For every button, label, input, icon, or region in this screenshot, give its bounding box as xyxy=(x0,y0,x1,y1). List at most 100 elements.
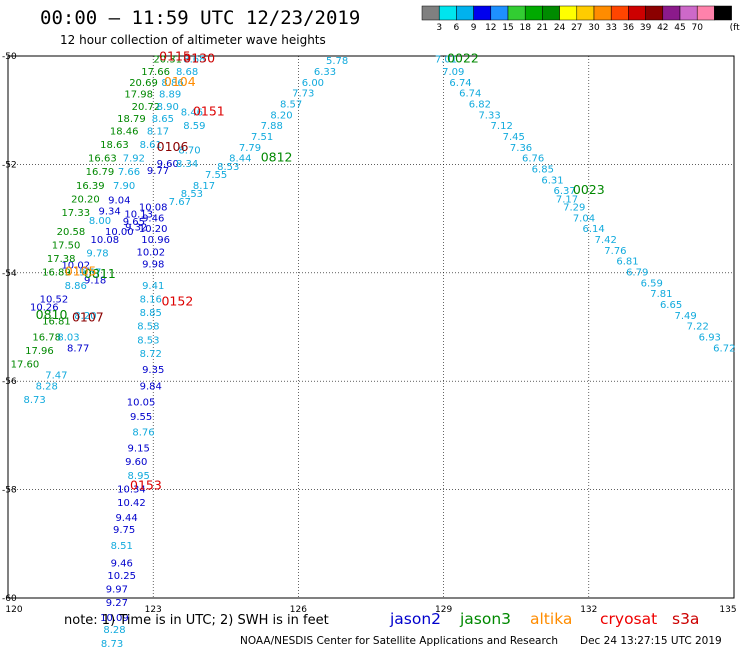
x-tick-label: 126 xyxy=(290,605,307,615)
y-axis-ticks: -50 -52 -54 -56 -58 -60 xyxy=(2,52,17,604)
wave-height-value: 20.72 xyxy=(132,102,161,113)
pass-time-label: 0107 xyxy=(72,310,104,325)
colorbar-swatch xyxy=(576,5,595,21)
wave-height-value: 6.79 xyxy=(626,268,648,279)
colorbar-label: 15 xyxy=(502,23,513,33)
wave-height-value: 6.93 xyxy=(699,333,721,344)
wave-height-value: 6.72 xyxy=(713,343,735,354)
pass-time-label: 0023 xyxy=(573,182,605,197)
wave-height-value: 6.14 xyxy=(583,224,605,235)
colorbar-label: 9 xyxy=(471,23,477,33)
wave-height-value: 16.81 xyxy=(42,316,71,327)
colorbar-swatch xyxy=(559,5,578,21)
wave-height-value: 17.38 xyxy=(47,254,76,265)
wave-height-value: 16.39 xyxy=(76,181,105,192)
wave-height-value: 7.22 xyxy=(687,322,709,333)
wave-height-value: 7.42 xyxy=(595,235,617,246)
wave-height-value: 7.76 xyxy=(604,246,626,257)
colorbar-swatch xyxy=(473,5,492,21)
wave-height-value: 8.85 xyxy=(140,308,162,319)
wave-height-value: 7.73 xyxy=(292,89,314,100)
wave-height-value: 10.26 xyxy=(30,303,59,314)
wave-height-value: 8.00 xyxy=(89,216,111,227)
plot-frame xyxy=(7,55,735,599)
wave-height-value: 16.79 xyxy=(86,167,115,178)
legend-entry-s3a: s3a xyxy=(672,610,699,628)
wave-height-value: 8.72 xyxy=(140,349,162,360)
wave-height-value: 9.65 xyxy=(123,217,145,228)
y-tick-label: -52 xyxy=(2,160,17,170)
colorbar-label: 3 xyxy=(436,23,442,33)
pass-time-label: 0130 xyxy=(183,51,215,66)
x-tick-label: 129 xyxy=(435,605,452,615)
wave-height-value: 9.18 xyxy=(84,276,106,287)
wave-height-value: 7.51 xyxy=(251,132,273,143)
pass-time-label: 0105 xyxy=(65,264,97,279)
wave-height-value: 7.33 xyxy=(478,110,500,121)
wave-height-value: 20.31 xyxy=(153,55,182,66)
wave-height-value: 8.28 xyxy=(103,625,125,636)
wave-height-value: 10.08 xyxy=(139,202,168,213)
legend-entry-jason2: jason2 xyxy=(389,610,441,628)
wave-height-value: 6.33 xyxy=(314,67,336,78)
wave-height-value: 8.65 xyxy=(152,114,174,125)
y-tick-label: -50 xyxy=(2,52,17,62)
colorbar-label: 21 xyxy=(537,23,548,33)
wave-height-value: 8.70 xyxy=(178,146,200,157)
wave-height-value: 8.16 xyxy=(140,295,162,306)
pass-time-label: 0152 xyxy=(161,293,193,308)
wave-height-value: 8.20 xyxy=(270,110,292,121)
wave-height-value: 6.00 xyxy=(302,78,324,89)
x-tick-label: 123 xyxy=(145,605,162,615)
wave-height-value: 16.78 xyxy=(32,333,61,344)
wave-height-value: 10.02 xyxy=(136,247,165,258)
wave-height-value: 9.44 xyxy=(115,513,137,524)
wave-height-value: 10.05 xyxy=(127,398,156,409)
wave-height-value: 7.81 xyxy=(650,289,672,300)
wave-height-value: 7.36 xyxy=(510,143,532,154)
wave-height-value: 6.74 xyxy=(449,78,471,89)
wave-height-value: 8.17 xyxy=(147,127,169,138)
y-tick-label: -60 xyxy=(2,594,17,604)
wave-height-value: 6.76 xyxy=(522,154,544,165)
colorbar-label: 33 xyxy=(605,23,616,33)
wave-height-value: 9.75 xyxy=(113,525,135,536)
wave-height-value: 7.09 xyxy=(442,67,464,78)
wave-height-value: 9.60 xyxy=(157,159,179,170)
colorbar-swatch xyxy=(696,5,715,21)
wave-height-value: 10.25 xyxy=(107,571,136,582)
pass-time-label: 0812 xyxy=(261,150,293,165)
wave-height-value: 7.88 xyxy=(261,121,283,132)
wave-height-value: 7.29 xyxy=(563,202,585,213)
colorbar-swatch xyxy=(645,5,664,21)
wave-height-value: 9.78 xyxy=(86,249,108,260)
wave-height-value: 7.01 xyxy=(435,55,457,66)
wave-height-value: 20.20 xyxy=(71,194,100,205)
wave-height-value: 8.58 xyxy=(137,322,159,333)
wave-height-value: 9.60 xyxy=(125,457,147,468)
wave-height-value: 8.17 xyxy=(193,181,215,192)
wave-height-value: 10.00 xyxy=(105,227,134,238)
wave-height-value: 7.90 xyxy=(113,181,135,192)
wave-height-value: 8.68 xyxy=(183,55,205,66)
colorbar-swatch xyxy=(628,5,646,21)
plot-border xyxy=(7,55,735,599)
wave-height-value: 17.60 xyxy=(11,360,40,371)
wave-height-value: 20.58 xyxy=(57,227,86,238)
pass-time-label: 0151 xyxy=(193,104,225,119)
wave-height-value: 8.89 xyxy=(159,90,181,101)
wave-height-value: 6.37 xyxy=(553,186,575,197)
wave-height-value: 7.47 xyxy=(45,370,67,381)
wave-height-value: 7.66 xyxy=(118,167,140,178)
wave-height-value: 8.28 xyxy=(36,381,58,392)
colorbar-swatch xyxy=(490,5,509,21)
colorbar-label: 18 xyxy=(519,23,531,33)
wave-height-value: 18.79 xyxy=(117,114,146,125)
wave-height-value: 8.53 xyxy=(137,335,159,346)
wave-height-value: 8.44 xyxy=(229,154,251,165)
wave-height-value: 6.31 xyxy=(541,175,563,186)
wave-height-value: 10.34 xyxy=(117,484,146,495)
colorbar-unit: (ft) xyxy=(730,23,740,33)
